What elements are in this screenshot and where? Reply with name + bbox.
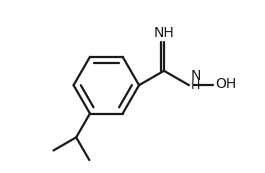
Text: N: N — [190, 69, 201, 83]
Text: OH: OH — [215, 77, 236, 91]
Text: NH: NH — [154, 26, 174, 40]
Text: H: H — [190, 79, 200, 92]
